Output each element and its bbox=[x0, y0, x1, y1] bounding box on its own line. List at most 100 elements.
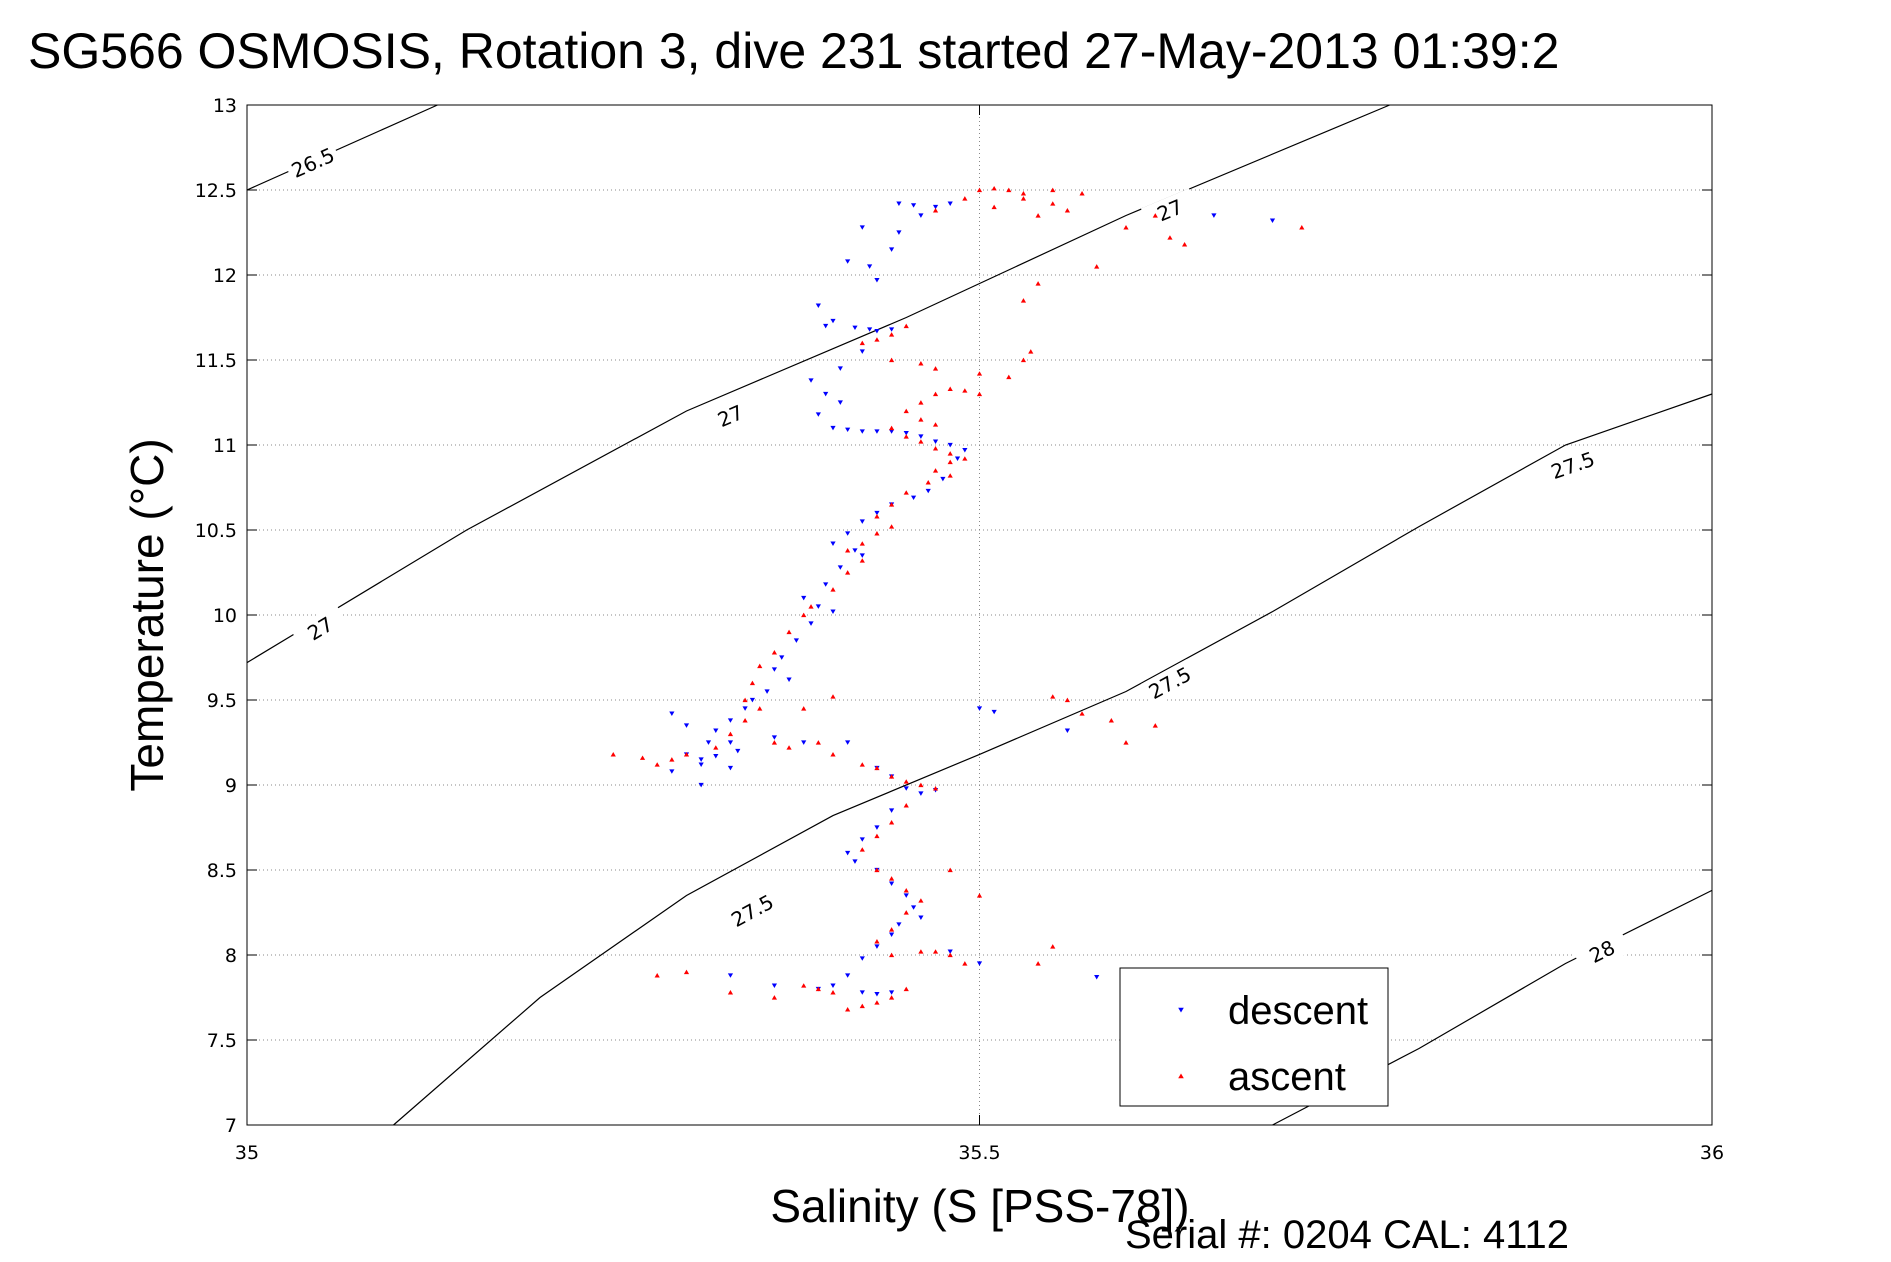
ascent-point bbox=[1028, 349, 1034, 354]
descent-point bbox=[859, 956, 865, 961]
descent-point bbox=[867, 327, 873, 332]
descent-point bbox=[859, 225, 865, 230]
ascent-point bbox=[771, 650, 777, 655]
descent-point bbox=[727, 973, 734, 978]
ascent-point bbox=[801, 706, 807, 711]
ascent-point bbox=[786, 745, 792, 750]
descent-point bbox=[918, 791, 924, 796]
ascent-point bbox=[1152, 723, 1158, 728]
ascent-point bbox=[947, 451, 953, 456]
ascent-point bbox=[874, 514, 880, 519]
ascent-point bbox=[1050, 694, 1056, 699]
ascent-point bbox=[1050, 201, 1056, 206]
descent-point bbox=[874, 510, 880, 516]
ascent-point bbox=[742, 718, 748, 723]
descent-point bbox=[713, 728, 719, 733]
descent-point bbox=[874, 278, 880, 283]
ascent-point bbox=[976, 893, 983, 898]
isopycnal-label-mask bbox=[1140, 659, 1200, 707]
descent-point bbox=[771, 667, 777, 672]
descent-point bbox=[845, 740, 851, 745]
ascent-point bbox=[903, 910, 909, 915]
descent-point bbox=[830, 609, 836, 614]
y-tick-label: 9.5 bbox=[207, 690, 237, 712]
ascent-point bbox=[903, 888, 909, 893]
ascent-point bbox=[610, 752, 616, 757]
descent-point bbox=[932, 204, 939, 210]
descent-point bbox=[705, 740, 712, 745]
descent-point bbox=[713, 754, 719, 759]
ascent-point bbox=[1020, 196, 1027, 201]
legend-descent-label: descent bbox=[1228, 989, 1368, 1033]
ascent-point bbox=[859, 847, 865, 852]
ascent-point bbox=[742, 697, 748, 703]
descent-point bbox=[859, 990, 865, 995]
descent-point bbox=[903, 893, 909, 898]
ascent-point bbox=[918, 782, 924, 788]
ascent-point bbox=[932, 446, 939, 451]
descent-point bbox=[932, 439, 939, 444]
descent-point bbox=[918, 213, 924, 218]
descent-point bbox=[889, 247, 895, 252]
ascent-point bbox=[932, 208, 939, 213]
ascent-point bbox=[683, 752, 690, 757]
descent-point bbox=[874, 992, 880, 997]
isopycnal-line bbox=[246, 104, 1390, 664]
descent-point bbox=[742, 706, 748, 711]
ascent-point bbox=[1167, 235, 1173, 240]
y-tick-label: 12 bbox=[213, 265, 237, 287]
descent-point bbox=[859, 349, 865, 354]
descent-point bbox=[801, 740, 807, 745]
descent-point bbox=[947, 201, 953, 206]
ascent-point bbox=[925, 480, 931, 485]
descent-point bbox=[889, 429, 895, 434]
ascent-point bbox=[859, 762, 865, 767]
ascent-point bbox=[947, 952, 953, 958]
descent-point bbox=[859, 429, 865, 434]
ascent-point bbox=[874, 531, 880, 536]
legend-ascent-label: ascent bbox=[1228, 1055, 1346, 1099]
ascent-point bbox=[874, 1000, 880, 1005]
ascent-point bbox=[947, 867, 953, 873]
ascent-point bbox=[874, 337, 880, 342]
y-tick-label: 8 bbox=[225, 945, 237, 967]
descent-point bbox=[918, 915, 924, 920]
ascent-point bbox=[976, 187, 983, 193]
ascent-point bbox=[889, 876, 895, 881]
descent-point bbox=[698, 762, 704, 767]
ascent-point bbox=[1152, 213, 1158, 218]
ascent-point bbox=[903, 490, 909, 495]
descent-point bbox=[874, 825, 880, 830]
ascent-point bbox=[815, 986, 821, 992]
ascent-point bbox=[727, 990, 734, 995]
ascent-point bbox=[771, 740, 777, 745]
y-tick-label: 11 bbox=[213, 435, 237, 457]
y-tick-label: 8.5 bbox=[207, 860, 237, 882]
descent-point bbox=[698, 782, 704, 788]
ascent-point bbox=[889, 927, 895, 932]
ascent-point bbox=[859, 541, 865, 546]
descent-point bbox=[786, 677, 792, 682]
ascent-point bbox=[845, 570, 851, 575]
ascent-point bbox=[889, 524, 895, 529]
ascent-point bbox=[859, 340, 865, 346]
descent-point bbox=[808, 621, 814, 626]
descent-point bbox=[845, 259, 851, 264]
ascent-point bbox=[962, 456, 968, 461]
y-tick-label: 11.5 bbox=[195, 350, 237, 372]
descent-point bbox=[874, 429, 880, 434]
ascent-point bbox=[801, 983, 807, 988]
ascent-point bbox=[932, 786, 939, 791]
ascent-point bbox=[1108, 718, 1114, 723]
descent-point bbox=[1064, 728, 1070, 733]
ascent-point bbox=[947, 459, 953, 465]
ascent-point bbox=[1050, 187, 1056, 193]
y-tick-label: 7.5 bbox=[207, 1030, 237, 1052]
x-tick-label: 36 bbox=[1700, 1142, 1724, 1164]
ascent-point bbox=[874, 939, 880, 944]
ascent-point bbox=[918, 898, 924, 903]
descent-point bbox=[830, 983, 836, 988]
descent-point bbox=[808, 378, 814, 383]
descent-point bbox=[845, 973, 851, 978]
